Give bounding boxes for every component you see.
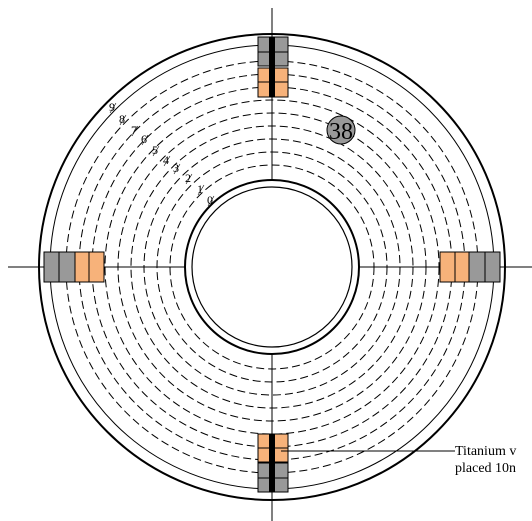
- ring-label-4: 4: [163, 153, 169, 167]
- dashed-ring-2: [156, 151, 388, 383]
- dashed-ring-5: [117, 112, 427, 422]
- top-block-group: [257, 36, 289, 98]
- ring-label-0: 0: [207, 193, 213, 207]
- top-titanium-strip: [269, 37, 275, 97]
- bottom-block-group: [257, 433, 289, 493]
- ring-label-tick-9: [109, 102, 117, 114]
- ring-label-6: 6: [141, 132, 147, 146]
- ring-label-3: 3: [173, 161, 179, 175]
- dashed-ring-4: [130, 125, 414, 409]
- ring-label-tick-2: [185, 173, 193, 185]
- inner-hole-ring: [191, 186, 353, 348]
- dashed-ring-1: [169, 164, 375, 370]
- annotation-line-2: placed 10n: [455, 461, 516, 476]
- ring-label-tick-3: [173, 163, 181, 175]
- outer-ring: [38, 33, 506, 501]
- ring-label-5: 5: [152, 143, 158, 157]
- ring-label-tick-4: [163, 155, 171, 167]
- ring-label-9: 9: [109, 100, 115, 114]
- right-block-group: [439, 251, 501, 283]
- bottom-titanium-strip: [269, 434, 275, 492]
- position-marker-label: 38: [329, 119, 353, 145]
- ring-label-tick-6: [141, 134, 149, 146]
- ring-label-2: 2: [185, 171, 191, 185]
- ring-label-7: 7: [131, 123, 137, 137]
- ring-label-1: 1: [197, 182, 203, 196]
- ring-label-tick-7: [131, 125, 139, 137]
- ring-label-tick-5: [152, 145, 160, 157]
- left-block-group: [43, 251, 105, 283]
- dashed-ring-3: [143, 138, 401, 396]
- ring-label-8: 8: [119, 112, 125, 126]
- position-marker: 38: [326, 115, 356, 145]
- ring-label-tick-0: [207, 195, 215, 207]
- ring-label-tick-1: [197, 184, 205, 196]
- annotation-line-1: Titanium v: [455, 444, 516, 459]
- annotation: Titanium v placed 10n: [281, 444, 516, 476]
- ring-label-tick-8: [119, 114, 127, 126]
- dashed-ring-6: [104, 99, 440, 435]
- position-marker-circle: [326, 115, 356, 145]
